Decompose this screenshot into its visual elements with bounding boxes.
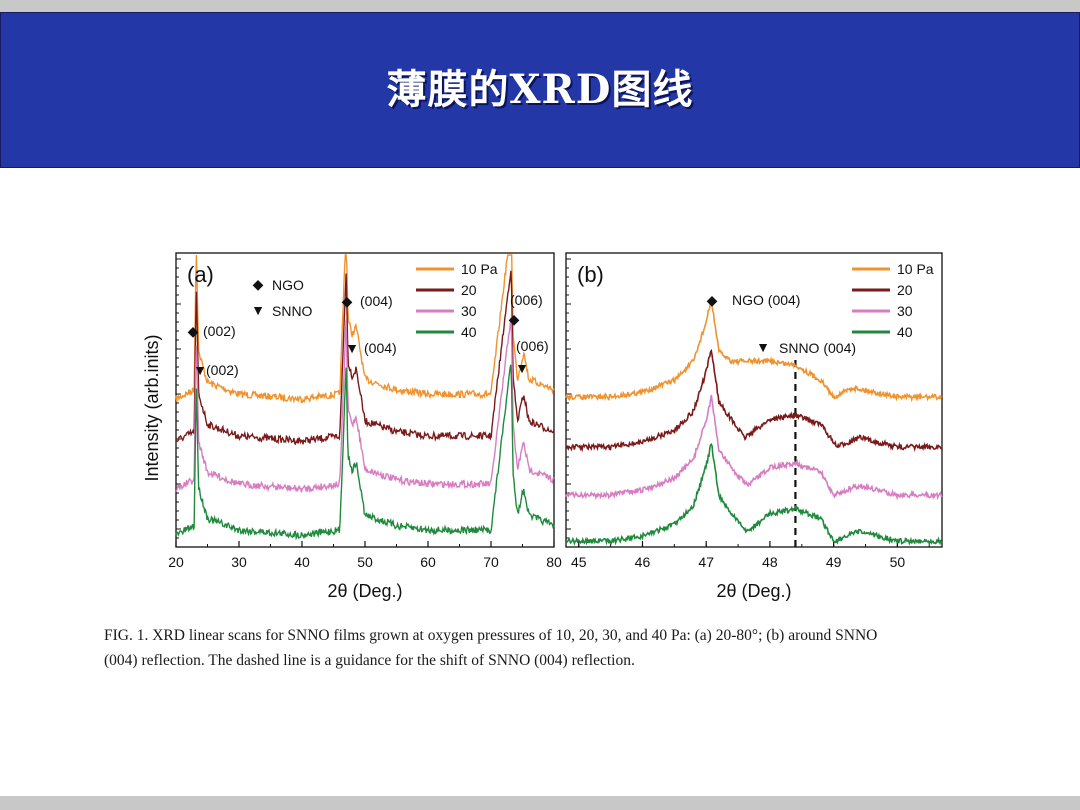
- panel-a-peak-label: (004): [360, 293, 393, 309]
- panel-a-series-4-line: [175, 364, 555, 541]
- panel-b-x-label: 2θ (Deg.): [716, 581, 791, 601]
- panel-b-x-tick-label: 50: [890, 554, 906, 570]
- panel-a-x-tick-label: 40: [294, 554, 310, 570]
- panel-a-legend-label: 10 Pa: [461, 261, 498, 277]
- panel-a-peak-marker: ▼: [515, 360, 529, 376]
- panel-b-legend-label: 10 Pa: [897, 261, 934, 277]
- panel-b-frame: [565, 252, 943, 548]
- panel-b-peak-marker: ◆: [707, 292, 718, 308]
- top-bar: [0, 0, 1080, 12]
- panel-a-marker-legend-symbol: ◆: [253, 276, 264, 292]
- panel-a-peak-marker: ◆: [188, 323, 199, 339]
- caption-line-2: (004) reflection. The dashed line is a g…: [104, 652, 635, 669]
- caption-line-1: FIG. 1. XRD linear scans for SNNO films …: [104, 627, 878, 644]
- panel-b-x-tick-label: 48: [762, 554, 778, 570]
- panel-a-peak-label: (002): [206, 362, 239, 378]
- y-axis-label: Intensity (arb.inits): [142, 334, 162, 481]
- panel-a-series-1-line: [175, 254, 555, 404]
- panel-a-legend-label: 20: [461, 282, 477, 298]
- panel-a-x-tick-label: 70: [483, 554, 499, 570]
- panel-a-peak-marker: ▼: [193, 362, 207, 378]
- panel-b-label: (b): [577, 262, 604, 287]
- panel-b-x-tick-label: 47: [698, 554, 714, 570]
- panel-a-peak-marker: ◆: [509, 311, 520, 327]
- panel-a-series-2-line: [175, 270, 555, 446]
- panel-a-marker-legend-label: SNNO: [272, 303, 313, 319]
- panel-a-frame: [175, 252, 555, 548]
- panel-a-series-3-line: [175, 317, 555, 494]
- panel-b-legend-label: 40: [897, 324, 913, 340]
- panel-a-peak-label: (006): [516, 338, 549, 354]
- panel-a-x-tick-label: 30: [231, 554, 247, 570]
- panel-a-label: (a): [187, 262, 214, 287]
- panel-a-legend-label: 40: [461, 324, 477, 340]
- panel-b-peak-label: NGO (004): [732, 292, 800, 308]
- panel-a-peak-label: (004): [364, 340, 397, 356]
- panel-a-peak-label: (006): [510, 292, 543, 308]
- panel-a-legend-label: 30: [461, 303, 477, 319]
- title-banner: 薄膜的XRD图线: [0, 12, 1080, 168]
- panel-b-x-tick-label: 45: [571, 554, 587, 570]
- bottom-bar: [0, 796, 1080, 810]
- panel-a-x-label: 2θ (Deg.): [327, 581, 402, 601]
- panel-a-peak-marker: ▼: [345, 340, 359, 356]
- panel-a-marker-legend-label: NGO: [272, 277, 304, 293]
- panel-a-peak-label: (002): [203, 323, 236, 339]
- panel-b-series-3-line: [565, 394, 943, 501]
- panel-b-series-2-line: [565, 348, 943, 453]
- panel-b-legend-label: 20: [897, 282, 913, 298]
- panel-b-x-tick-label: 46: [635, 554, 651, 570]
- slide-title: 薄膜的XRD图线: [386, 66, 694, 113]
- panel-a-peak-marker: ◆: [342, 293, 353, 309]
- panel-a-x-tick-label: 50: [357, 554, 373, 570]
- panel-b-x-tick-label: 49: [826, 554, 842, 570]
- panel-b-series-1-line: [565, 297, 943, 403]
- panel-b-series-4-line: [565, 443, 943, 546]
- xrd-figure: 20 30 40 50 60 70 80 2θ (Deg.) (a) 10 Pa 20 30 40 45 4…: [142, 252, 943, 601]
- panel-a-x-tick-label: 80: [546, 554, 562, 570]
- panel-a-x-tick-label: 20: [168, 554, 184, 570]
- panel-b-legend-label: 30: [897, 303, 913, 319]
- panel-a-marker-legend-symbol: ▼: [251, 302, 265, 318]
- panel-b-peak-marker: ▼: [756, 339, 770, 355]
- panel-a-x-tick-label: 60: [420, 554, 436, 570]
- figure-caption: FIG. 1. XRD linear scans for SNNO films …: [104, 623, 1004, 673]
- panel-b-peak-label: SNNO (004): [779, 340, 856, 356]
